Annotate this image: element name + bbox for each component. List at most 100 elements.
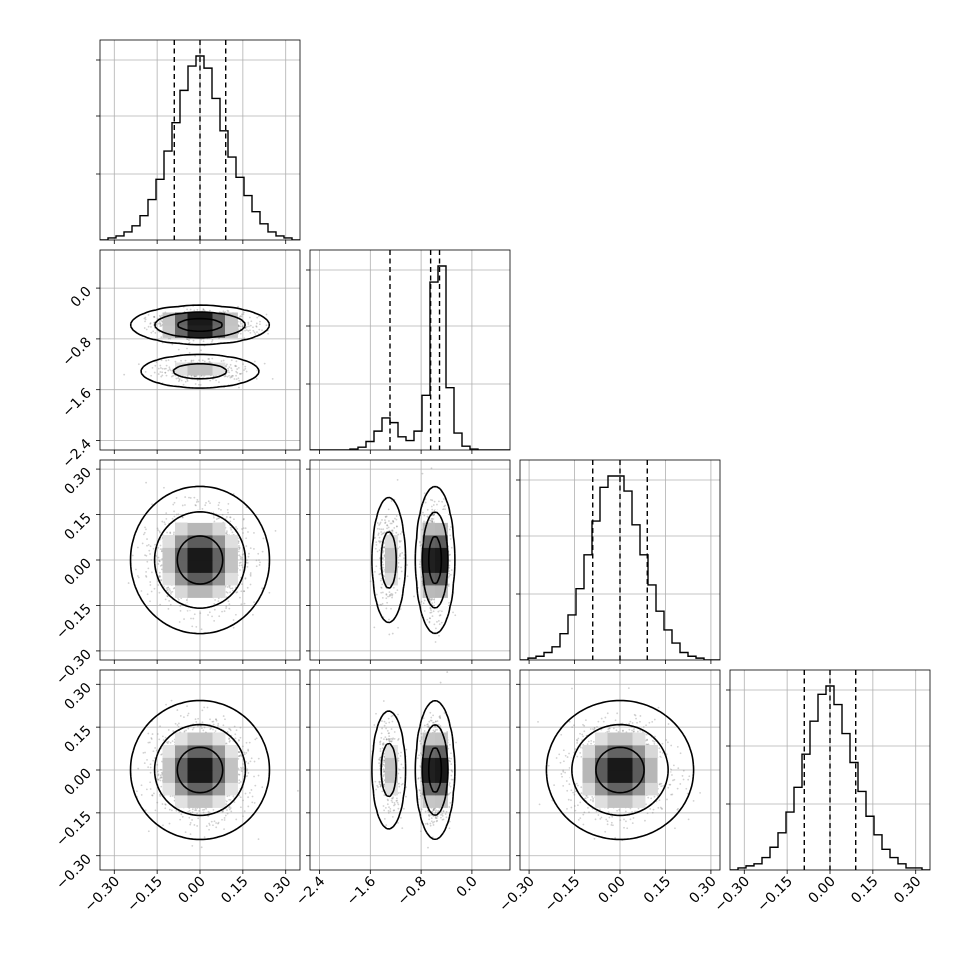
sample-point — [229, 739, 231, 742]
sample-point — [380, 603, 383, 606]
sample-point — [199, 383, 202, 386]
sample-point — [377, 540, 380, 543]
sample-point — [390, 522, 393, 525]
sample-point — [430, 609, 432, 612]
sample-point — [240, 322, 242, 325]
sample-point — [419, 560, 422, 563]
sample-point — [186, 380, 189, 382]
sample-point — [394, 591, 397, 594]
sample-point — [448, 583, 450, 586]
sample-point — [225, 591, 228, 593]
sample-point — [239, 320, 242, 323]
sample-point — [150, 374, 153, 377]
sample-point — [429, 498, 432, 501]
sample-point — [254, 333, 257, 335]
sample-point — [158, 591, 161, 594]
sample-point — [159, 579, 162, 582]
sample-point — [249, 547, 252, 550]
sample-point — [161, 520, 164, 523]
sample-point — [170, 591, 173, 594]
sample-point — [239, 736, 242, 739]
sample-point — [255, 325, 258, 327]
sample-point — [172, 587, 175, 590]
density-cell — [175, 522, 188, 536]
sample-point — [433, 623, 436, 626]
histogram-grid — [306, 250, 510, 454]
sample-point — [144, 316, 147, 319]
sample-point — [186, 308, 189, 311]
sample-point — [428, 598, 431, 601]
sample-point — [169, 589, 172, 592]
sample-point — [388, 593, 391, 596]
sample-point — [247, 555, 250, 558]
sample-point — [161, 735, 164, 738]
sample-point — [227, 511, 229, 514]
sample-point — [146, 759, 148, 761]
sample-point — [237, 542, 240, 545]
sample-point — [237, 755, 240, 758]
sample-point — [235, 374, 237, 377]
sample-point — [150, 738, 153, 740]
sample-point — [187, 810, 190, 813]
sample-point — [252, 329, 255, 332]
sample-point — [195, 504, 197, 507]
sample-point — [428, 519, 431, 522]
sample-point — [382, 546, 385, 549]
sample-point — [438, 500, 440, 503]
sample-point — [383, 542, 386, 544]
x-tick-label: 0.30 — [261, 874, 294, 907]
sample-point — [247, 321, 250, 324]
sample-point — [145, 574, 147, 577]
sample-point — [152, 750, 155, 753]
sample-point — [187, 727, 190, 730]
sample-point — [224, 375, 227, 378]
sample-point — [247, 749, 250, 752]
sample-point — [241, 745, 244, 748]
sample-point — [240, 561, 242, 564]
sample-point — [165, 364, 168, 367]
sample-point — [385, 593, 388, 595]
panel-frame — [99, 39, 301, 241]
sample-point — [152, 330, 155, 333]
sample-point — [249, 331, 252, 334]
sample-point — [183, 730, 186, 733]
sample-point — [243, 602, 246, 605]
sample-point — [433, 598, 436, 601]
density-cell — [212, 325, 226, 338]
sample-point — [429, 519, 432, 522]
sample-point — [188, 339, 190, 341]
sample-point — [189, 497, 192, 499]
y-tick-label: −0.30 — [53, 851, 95, 893]
sample-point — [265, 324, 268, 327]
sample-point — [179, 605, 182, 607]
sample-point — [242, 517, 245, 520]
sample-point — [398, 540, 401, 542]
sample-point — [153, 315, 156, 318]
sample-point — [190, 359, 193, 362]
sample-point — [422, 602, 425, 605]
sample-point — [207, 358, 210, 360]
sample-point — [159, 371, 162, 373]
sample-point — [149, 553, 151, 555]
sample-point — [194, 354, 197, 357]
sample-point — [431, 520, 434, 523]
sample-point — [212, 375, 215, 377]
sample-point — [239, 557, 242, 560]
sample-point — [165, 587, 168, 590]
sample-point — [190, 360, 193, 363]
y-tick-label: 0.15 — [61, 723, 94, 756]
sample-point — [237, 305, 239, 308]
sample-point — [226, 795, 229, 798]
sample-point — [227, 369, 230, 372]
sample-point — [166, 586, 169, 589]
sample-point — [254, 784, 257, 787]
sample-point — [160, 375, 163, 378]
sample-point — [169, 531, 172, 534]
sample-point — [253, 760, 256, 763]
sample-point — [393, 527, 396, 529]
sample-point — [154, 543, 156, 546]
sample-point — [194, 807, 197, 810]
density-cell — [212, 547, 226, 561]
sample-point — [199, 612, 202, 615]
sample-point — [448, 566, 451, 569]
